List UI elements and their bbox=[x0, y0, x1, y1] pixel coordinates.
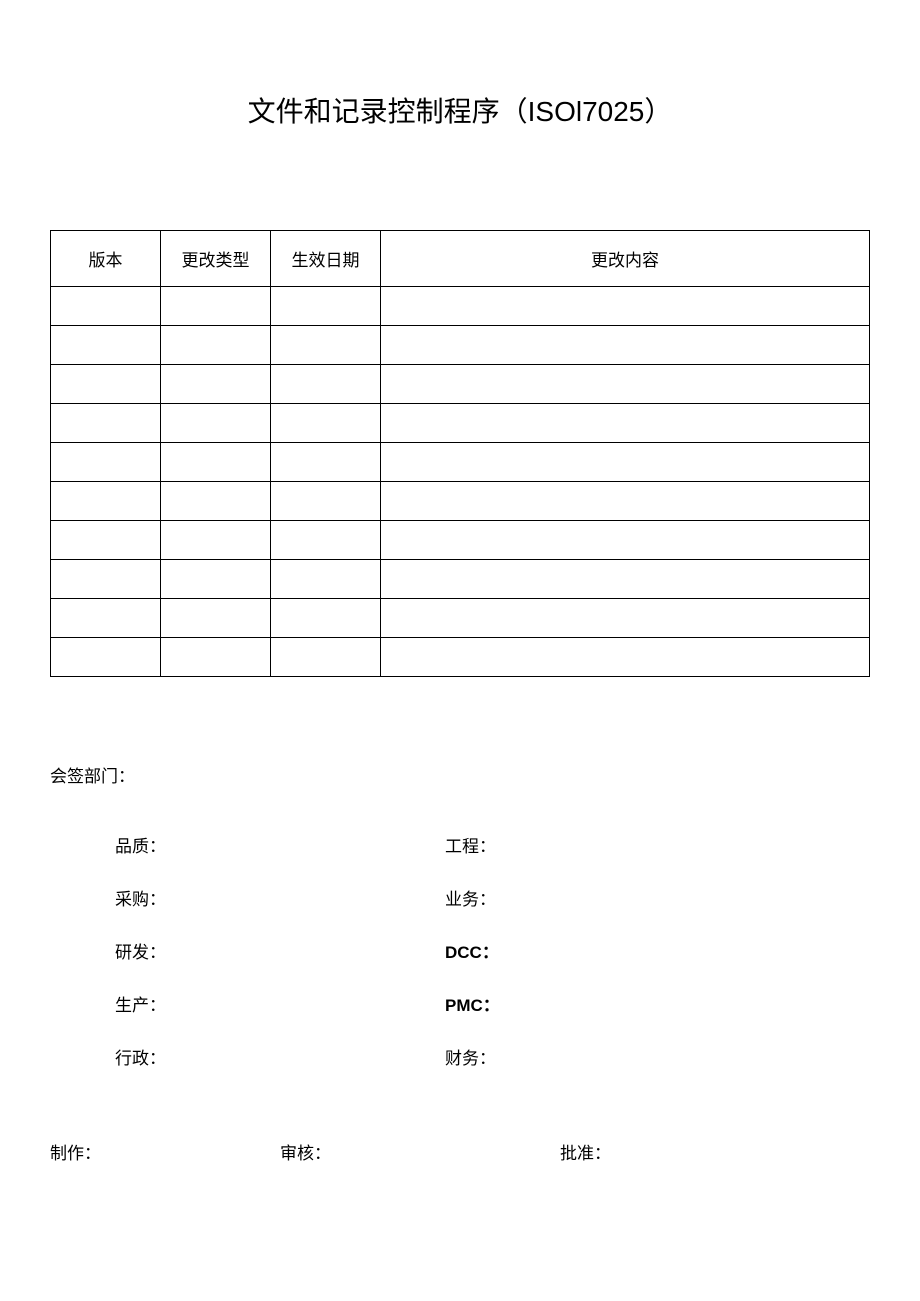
sign-row: 研发： DCC： bbox=[115, 938, 870, 963]
sign-section-title: 会签部门： bbox=[50, 762, 870, 787]
approval-row: 制作： 审核： 批准： bbox=[50, 1139, 870, 1164]
cell-change-content bbox=[381, 404, 870, 443]
cell-effective-date bbox=[271, 599, 381, 638]
cell-version bbox=[51, 482, 161, 521]
cell-change-content bbox=[381, 443, 870, 482]
cell-change-type bbox=[161, 443, 271, 482]
table-row bbox=[51, 560, 870, 599]
table-row bbox=[51, 287, 870, 326]
cell-change-content bbox=[381, 287, 870, 326]
header-change-content: 更改内容 bbox=[381, 231, 870, 287]
cell-version bbox=[51, 599, 161, 638]
table-body bbox=[51, 287, 870, 677]
cell-change-content bbox=[381, 326, 870, 365]
cell-effective-date bbox=[271, 482, 381, 521]
cell-change-content bbox=[381, 521, 870, 560]
cell-effective-date bbox=[271, 287, 381, 326]
table-row bbox=[51, 404, 870, 443]
approval-make: 制作： bbox=[50, 1139, 280, 1164]
cell-change-type bbox=[161, 326, 271, 365]
cell-change-content bbox=[381, 560, 870, 599]
header-change-type: 更改类型 bbox=[161, 231, 271, 287]
sign-label-quality: 品质： bbox=[115, 832, 445, 857]
cell-version bbox=[51, 560, 161, 599]
cell-version bbox=[51, 521, 161, 560]
sign-label-pmc: PMC： bbox=[445, 991, 500, 1016]
cell-change-type bbox=[161, 521, 271, 560]
sign-label-production: 生产： bbox=[115, 991, 445, 1016]
cell-version bbox=[51, 404, 161, 443]
approval-review: 审核： bbox=[280, 1139, 560, 1164]
table-row bbox=[51, 638, 870, 677]
cell-version bbox=[51, 287, 161, 326]
header-version: 版本 bbox=[51, 231, 161, 287]
sign-label-dcc: DCC： bbox=[445, 938, 499, 963]
cell-change-type bbox=[161, 287, 271, 326]
sign-label-admin: 行政： bbox=[115, 1044, 445, 1069]
sign-row: 品质： 工程： bbox=[115, 832, 870, 857]
cell-change-type bbox=[161, 599, 271, 638]
sign-label-engineering: 工程： bbox=[445, 832, 496, 857]
cell-change-content bbox=[381, 599, 870, 638]
approval-approve: 批准： bbox=[560, 1139, 611, 1164]
sign-row: 采购： 业务： bbox=[115, 885, 870, 910]
cell-version bbox=[51, 326, 161, 365]
table-row bbox=[51, 326, 870, 365]
cell-change-type bbox=[161, 560, 271, 599]
sign-label-business: 业务： bbox=[445, 885, 496, 910]
cell-change-content bbox=[381, 482, 870, 521]
sign-row: 行政： 财务： bbox=[115, 1044, 870, 1069]
cell-change-type bbox=[161, 404, 271, 443]
table-header-row: 版本 更改类型 生效日期 更改内容 bbox=[51, 231, 870, 287]
cell-version bbox=[51, 638, 161, 677]
cell-version bbox=[51, 443, 161, 482]
cell-version bbox=[51, 365, 161, 404]
sign-grid: 品质： 工程： 采购： 业务： 研发： DCC： 生产： PMC： 行政： 财务… bbox=[50, 832, 870, 1069]
sign-label-rd: 研发： bbox=[115, 938, 445, 963]
table-row bbox=[51, 599, 870, 638]
cell-effective-date bbox=[271, 326, 381, 365]
table-row bbox=[51, 443, 870, 482]
cell-change-content bbox=[381, 365, 870, 404]
cell-effective-date bbox=[271, 521, 381, 560]
header-effective-date: 生效日期 bbox=[271, 231, 381, 287]
cell-effective-date bbox=[271, 404, 381, 443]
cell-change-type bbox=[161, 365, 271, 404]
cell-effective-date bbox=[271, 560, 381, 599]
document-title: 文件和记录控制程序（ISOl7025） bbox=[50, 90, 870, 130]
table-row bbox=[51, 482, 870, 521]
cell-change-type bbox=[161, 482, 271, 521]
cell-effective-date bbox=[271, 638, 381, 677]
cell-change-content bbox=[381, 638, 870, 677]
revision-table: 版本 更改类型 生效日期 更改内容 bbox=[50, 230, 870, 677]
sign-section: 会签部门： 品质： 工程： 采购： 业务： 研发： DCC： 生产： PMC： … bbox=[50, 762, 870, 1069]
cell-effective-date bbox=[271, 365, 381, 404]
table-row bbox=[51, 365, 870, 404]
table-row bbox=[51, 521, 870, 560]
cell-change-type bbox=[161, 638, 271, 677]
cell-effective-date bbox=[271, 443, 381, 482]
document-page: 文件和记录控制程序（ISOl7025） 版本 更改类型 生效日期 更改内容 bbox=[0, 0, 920, 1214]
sign-label-finance: 财务： bbox=[445, 1044, 496, 1069]
sign-label-purchasing: 采购： bbox=[115, 885, 445, 910]
sign-row: 生产： PMC： bbox=[115, 991, 870, 1016]
